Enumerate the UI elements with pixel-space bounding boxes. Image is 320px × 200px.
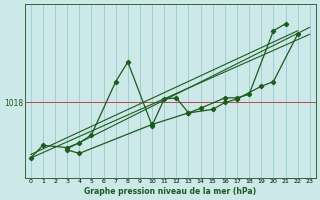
X-axis label: Graphe pression niveau de la mer (hPa): Graphe pression niveau de la mer (hPa) <box>84 187 256 196</box>
